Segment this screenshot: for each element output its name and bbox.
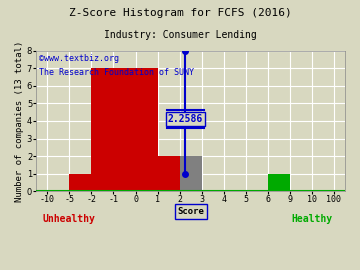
Y-axis label: Number of companies (13 total): Number of companies (13 total) [15, 40, 24, 202]
Bar [91, 68, 158, 191]
X-axis label: Score: Score [177, 207, 204, 216]
Text: Z-Score Histogram for FCFS (2016): Z-Score Histogram for FCFS (2016) [69, 8, 291, 18]
Text: Healthy: Healthy [291, 214, 333, 224]
Bar [268, 174, 290, 191]
Text: ©www.textbiz.org: ©www.textbiz.org [39, 54, 120, 63]
Text: Industry: Consumer Lending: Industry: Consumer Lending [104, 30, 256, 40]
Text: The Research Foundation of SUNY: The Research Foundation of SUNY [39, 68, 194, 77]
Text: Unhealthy: Unhealthy [43, 214, 96, 224]
Bar [69, 174, 91, 191]
Bar [158, 156, 180, 191]
Bar [180, 156, 202, 191]
Text: 2.2586: 2.2586 [168, 114, 203, 124]
